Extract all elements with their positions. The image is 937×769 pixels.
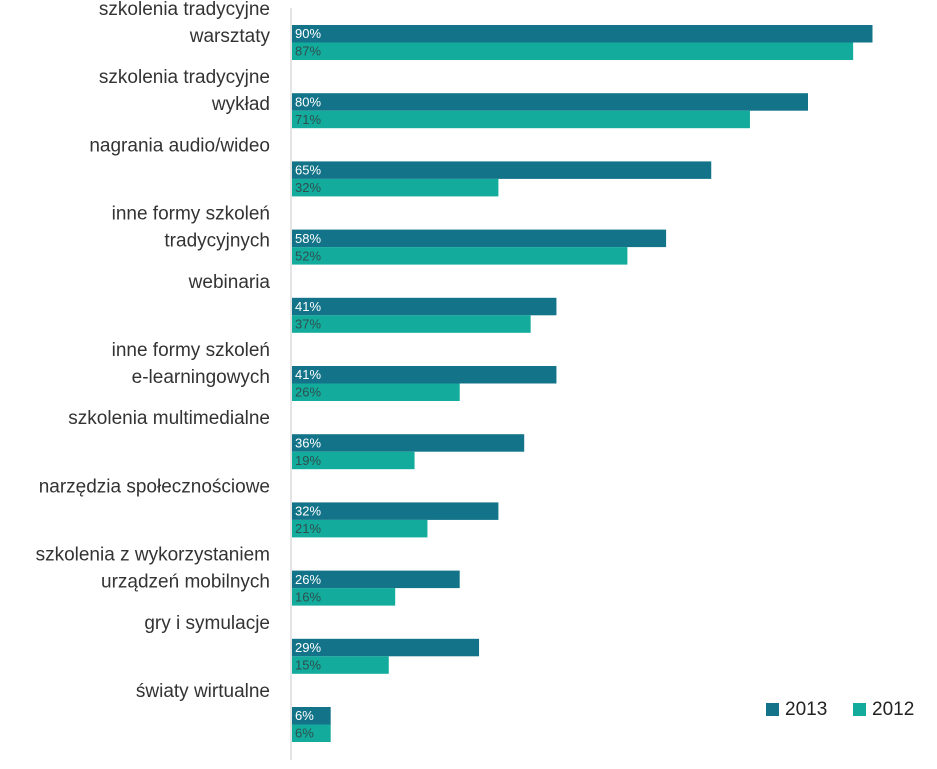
bar-2013 bbox=[292, 570, 460, 589]
data-label-2013: 65% bbox=[295, 163, 321, 178]
category-label: inne formy szkoleń bbox=[112, 340, 270, 361]
bar-2012 bbox=[292, 519, 428, 538]
bar-2012 bbox=[292, 42, 854, 60]
bar-2012 bbox=[292, 656, 389, 674]
bar-2013 bbox=[292, 638, 480, 657]
bar-2012 bbox=[292, 724, 331, 742]
data-label-2012: 26% bbox=[295, 385, 321, 400]
data-label-2012: 71% bbox=[295, 112, 321, 127]
data-label-2013: 80% bbox=[295, 94, 321, 109]
data-label-2013: 6% bbox=[295, 708, 314, 723]
bar-2013 bbox=[292, 707, 331, 725]
bar-2012 bbox=[292, 588, 396, 606]
data-label-2013: 41% bbox=[295, 367, 321, 382]
category-label: wykład bbox=[211, 94, 270, 115]
data-label-2013: 58% bbox=[295, 231, 321, 246]
legend-swatch-2012 bbox=[853, 703, 866, 716]
data-label-2012: 15% bbox=[295, 657, 321, 672]
bar-2013 bbox=[292, 297, 557, 316]
category-label: webinaria bbox=[188, 272, 271, 293]
category-labels-group: szkolenia tradycyjne warsztaty szkolenia t… bbox=[36, 0, 271, 702]
legend-label-2013: 2013 bbox=[785, 699, 827, 720]
data-label-2012: 21% bbox=[295, 521, 321, 536]
bar-2013 bbox=[292, 25, 873, 43]
bar-2013 bbox=[292, 93, 808, 111]
category-label: szkolenia tradycyjne bbox=[99, 67, 270, 88]
data-label-2013: 32% bbox=[295, 504, 321, 519]
legend: 2013 2012 bbox=[766, 699, 914, 720]
bar-2012 bbox=[292, 178, 499, 197]
category-label: e-learningowych bbox=[132, 367, 270, 388]
category-label: szkolenia z wykorzystaniem bbox=[36, 545, 270, 566]
bar-2013 bbox=[292, 366, 557, 384]
bar-2012 bbox=[292, 451, 415, 470]
category-label: nagrania audio/wideo bbox=[89, 135, 270, 156]
data-label-2012: 52% bbox=[295, 248, 321, 263]
category-label: szkolenia multimedialne bbox=[68, 408, 270, 429]
legend-swatch-2013 bbox=[766, 703, 779, 716]
data-label-2012: 19% bbox=[295, 453, 321, 468]
data-label-2012: 37% bbox=[295, 316, 321, 331]
data-label-2013: 36% bbox=[295, 435, 321, 450]
category-label: szkolenia tradycyjne bbox=[99, 0, 270, 20]
data-label-2013: 29% bbox=[295, 640, 321, 655]
data-label-2013: 26% bbox=[295, 572, 321, 587]
bar-2013 bbox=[292, 434, 525, 452]
bar-2012 bbox=[292, 110, 750, 129]
data-label-2013: 41% bbox=[295, 299, 321, 314]
bar-2013 bbox=[292, 229, 667, 248]
bar-2012 bbox=[292, 315, 531, 333]
bar-2013 bbox=[292, 161, 712, 179]
category-label: narzędzia społecznościowe bbox=[39, 476, 270, 497]
category-label: tradycyjnych bbox=[164, 231, 270, 252]
data-label-2012: 32% bbox=[295, 180, 321, 195]
data-label-2012: 87% bbox=[295, 44, 321, 59]
category-label: urządzeń mobilnych bbox=[101, 572, 270, 593]
bars-group: 90% 87% 80% 71% 65% 32% 58% 52% 41% 37% 41% 26% 36% 1… bbox=[292, 25, 873, 742]
data-label-2012: 16% bbox=[295, 589, 321, 604]
category-label: inne formy szkoleń bbox=[112, 204, 270, 225]
data-label-2013: 90% bbox=[295, 26, 321, 41]
legend-label-2012: 2012 bbox=[872, 699, 914, 720]
bar-2013 bbox=[292, 502, 499, 520]
category-label: gry i symulacje bbox=[144, 613, 270, 634]
data-label-2012: 6% bbox=[295, 726, 314, 741]
bar-2012 bbox=[292, 247, 628, 265]
bar-2012 bbox=[292, 383, 460, 401]
category-label: warsztaty bbox=[189, 26, 271, 47]
category-label: światy wirtualne bbox=[136, 681, 270, 702]
